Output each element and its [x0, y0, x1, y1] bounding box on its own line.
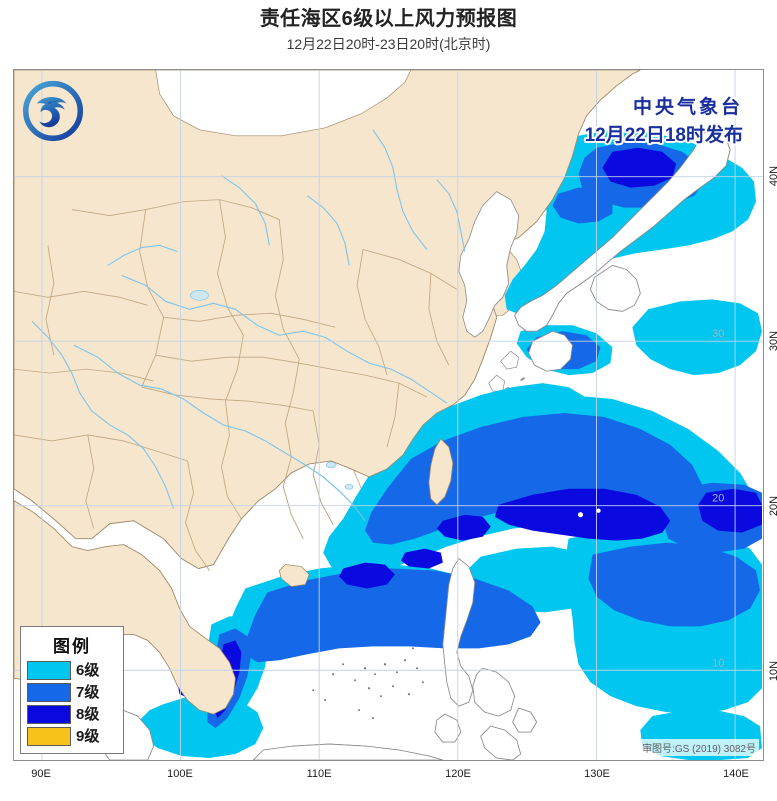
- map-approval-number: 审图号:GS (2019) 3082号: [639, 739, 759, 756]
- axis-x-label-140e: 140E: [723, 768, 749, 780]
- page-title: 责任海区6级以上风力预报图: [259, 8, 518, 30]
- map-canvas[interactable]: 30 20 10: [13, 69, 764, 761]
- legend-swatch-8: [27, 705, 71, 724]
- axis-x-label-100e: 100E: [167, 768, 193, 780]
- legend-swatch-9: [27, 727, 71, 746]
- legend-item-9[interactable]: 9级: [27, 727, 117, 746]
- legend-item-6[interactable]: 6级: [27, 661, 117, 680]
- land-overlay: [14, 70, 731, 760]
- legend-label-8: 8级: [76, 706, 100, 723]
- axis-x-label-90e: 90E: [31, 768, 51, 780]
- axis-y-label-40n: 40N: [768, 165, 777, 187]
- legend-swatch-7: [27, 683, 71, 702]
- axis-y-label-20n: 20N: [768, 495, 777, 517]
- page-subtitle: 12月22日20时-23日20时(北京时): [286, 36, 491, 52]
- legend-item-8[interactable]: 8级: [27, 705, 117, 724]
- legend-title: 图例: [53, 637, 91, 656]
- axis-x-label-110e: 110E: [306, 768, 332, 780]
- title-block: 责任海区6级以上风力预报图 12月22日20时-23日20时(北京时): [0, 6, 777, 54]
- inner-grid-labels: 30 20 10: [712, 328, 724, 669]
- legend-label-9: 9级: [76, 728, 100, 745]
- legend-item-7[interactable]: 7级: [27, 683, 117, 702]
- wind-area-level-8: [177, 147, 763, 719]
- cma-dragon-logo: [22, 80, 84, 142]
- legend-label-6: 6级: [76, 662, 100, 679]
- axis-y-label-10n: 10N: [768, 660, 777, 682]
- map-svg: 30 20 10: [14, 70, 763, 760]
- axis-x-label-120e: 120E: [445, 768, 471, 780]
- axis-x-label-130e: 130E: [584, 768, 610, 780]
- legend-label-7: 7级: [76, 684, 100, 701]
- inner-grid-label-30: 30: [712, 328, 724, 340]
- inner-grid-label-10: 10: [712, 657, 724, 669]
- legend-panel[interactable]: 图例 6级 7级 8级 9级: [20, 626, 124, 754]
- legend-swatch-6: [27, 661, 71, 680]
- inner-grid-label-20: 20: [712, 493, 724, 505]
- axis-y-label-30n: 30N: [768, 330, 777, 352]
